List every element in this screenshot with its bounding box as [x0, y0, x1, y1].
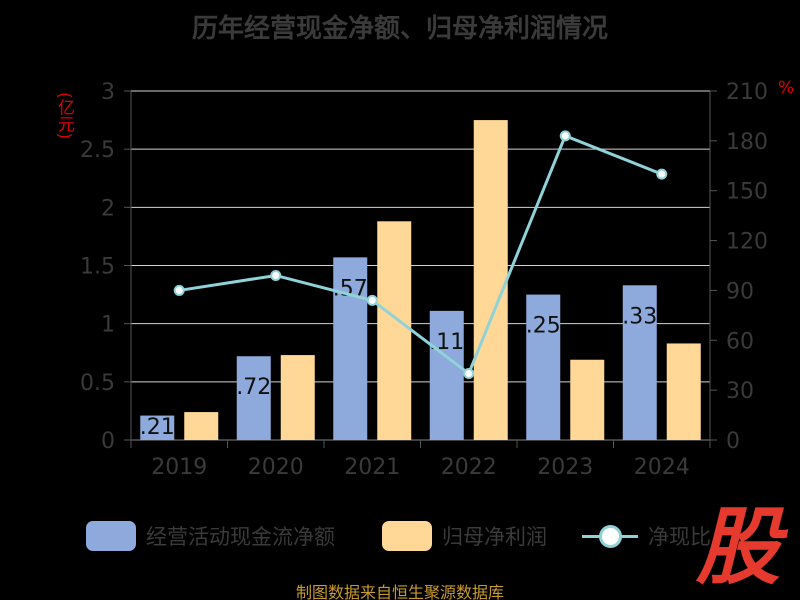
legend-swatch-operating-cash-flow [86, 521, 136, 551]
bar-operating-cash-flow [236, 356, 271, 440]
y-right-tick-label: 0 [726, 429, 740, 454]
point-cash-ratio [366, 294, 378, 306]
x-tick-label: 2023 [537, 455, 593, 480]
bar-operating-cash-flow [526, 294, 561, 440]
y-right-tick-label: 180 [726, 130, 768, 155]
watermark-logo: 股 [695, 498, 780, 596]
legend-item-net-profit[interactable]: 归母净利润 [382, 518, 547, 554]
legend-label-net-profit: 归母净利润 [442, 525, 547, 549]
data-label-operating-cash-flow: .11 [429, 330, 464, 355]
x-tick-label: 2020 [248, 455, 304, 480]
bar-net-profit [280, 355, 315, 440]
y-right-tick-label: 90 [726, 279, 754, 304]
source-note: 制图数据来自恒生聚源数据库 [295, 583, 504, 600]
bar-operating-cash-flow [429, 310, 464, 440]
point-cash-ratio [559, 130, 571, 142]
y-left-tick-label: 0.5 [80, 371, 115, 396]
legend-label-cash-ratio: 净现比 [648, 525, 711, 549]
x-tick-label: 2021 [344, 455, 400, 480]
bar-operating-cash-flow [140, 415, 175, 440]
legend-item-operating-cash-flow[interactable]: 经营活动现金流净额 [86, 518, 335, 554]
y-left-tick-label: 2 [101, 196, 115, 221]
y-right-tick-label: 210 [726, 80, 768, 105]
y-right-tick-label: 150 [726, 180, 768, 205]
data-label-operating-cash-flow: .25 [526, 314, 561, 339]
point-cash-ratio [173, 284, 185, 296]
y-right-tick-label: 60 [726, 329, 754, 354]
x-tick-label: 2022 [441, 455, 497, 480]
data-label-operating-cash-flow: .72 [236, 375, 271, 400]
point-cash-ratio [463, 368, 475, 380]
x-tick-label: 2019 [151, 455, 207, 480]
chart-title: 历年经营现金净额、归母净利润情况 [191, 14, 608, 44]
bar-net-profit [473, 120, 508, 440]
bar-operating-cash-flow [333, 257, 368, 440]
y-left-tick-label: 3 [101, 80, 115, 105]
y-right-axis-unit: % [778, 78, 795, 98]
y-left-tick-label: 1.5 [80, 255, 115, 280]
legend-swatch-net-profit [382, 521, 432, 551]
point-cash-ratio [270, 269, 282, 281]
line-cash-ratio [179, 133, 663, 376]
bar-net-profit [666, 343, 701, 440]
y-right-tick-label: 120 [726, 230, 768, 255]
data-label-operating-cash-flow: .21 [140, 415, 175, 440]
y-left-tick-label: 0 [101, 429, 115, 454]
legend-label-operating-cash-flow: 经营活动现金流净额 [146, 525, 335, 549]
y-left-tick-label: 1 [101, 313, 115, 338]
y-right-tick-label: 30 [726, 379, 754, 404]
point-cash-ratio [656, 168, 668, 180]
y-left-tick-label: 2.5 [80, 138, 115, 163]
bar-net-profit [377, 221, 412, 440]
y-left-axis-unit: (亿元) [54, 92, 74, 140]
bar-net-profit [570, 359, 605, 440]
data-label-operating-cash-flow: .33 [622, 304, 657, 329]
legend-item-cash-ratio[interactable]: 净现比 [582, 518, 711, 554]
legend-line-marker-icon [582, 521, 638, 551]
bar-operating-cash-flow [622, 285, 657, 440]
x-tick-label: 2024 [634, 455, 690, 480]
bar-net-profit [184, 412, 219, 440]
